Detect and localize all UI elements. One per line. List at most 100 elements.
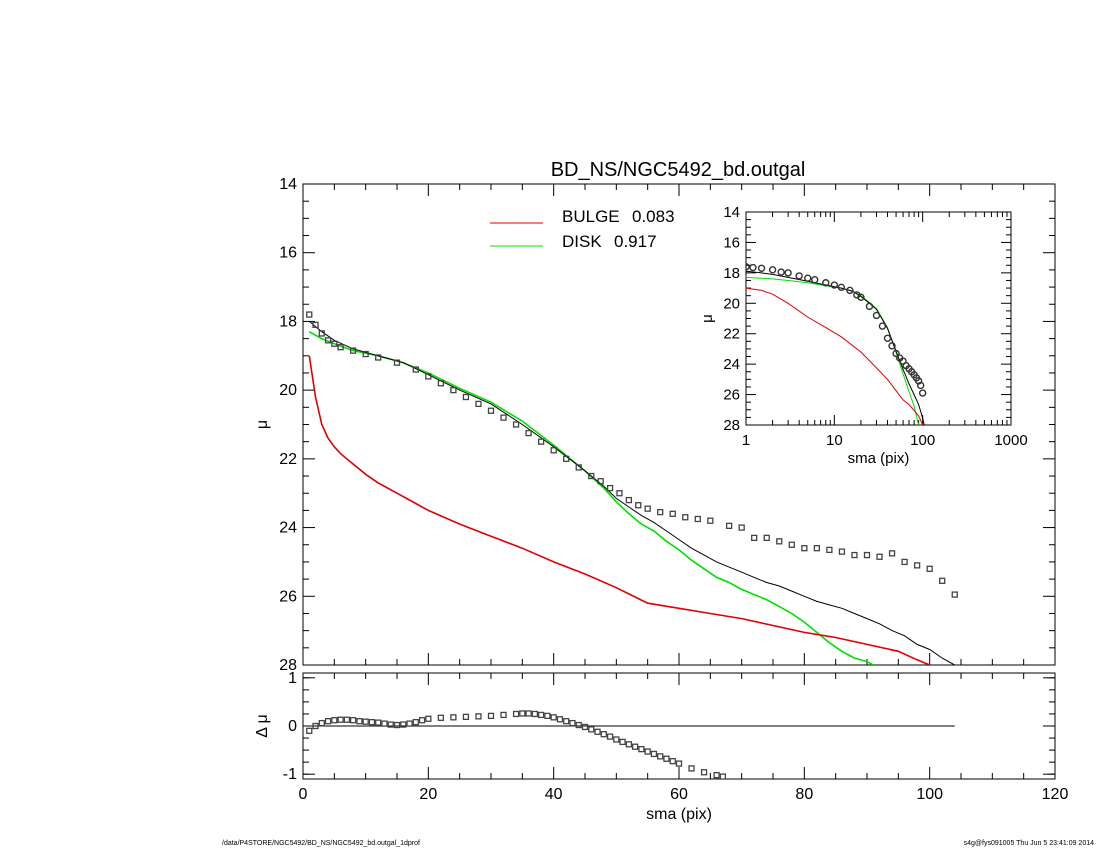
- main-data-point: [888, 550, 896, 557]
- main-data-point: [801, 545, 808, 552]
- main-data-point: [838, 548, 846, 555]
- main-data-point: [306, 311, 313, 318]
- residual-residual-point: [594, 728, 601, 735]
- residual-residual-point: [368, 718, 376, 726]
- residual-ytick-label: -1: [283, 766, 297, 783]
- inset-xtick-label: 10: [826, 432, 843, 449]
- main-series-group: [306, 311, 958, 665]
- residual-residual-point: [675, 760, 683, 767]
- residual-residual-point: [625, 741, 633, 748]
- inset-data-point: [892, 349, 900, 358]
- inset-data-point: [777, 268, 785, 276]
- residual-residual-point: [688, 765, 695, 772]
- residual-residual-point: [349, 717, 357, 724]
- residual-residual-point: [362, 718, 369, 725]
- main-data-point: [412, 366, 419, 373]
- main-data-point: [462, 393, 470, 401]
- residual-residual-point: [406, 720, 413, 727]
- residual-residual-point: [619, 738, 626, 746]
- inset-ytick-label: 22: [723, 326, 740, 343]
- residual-residual-point: [487, 712, 495, 720]
- residual-residual-point: [657, 753, 664, 760]
- inset-data-point: [837, 283, 846, 292]
- main-data-point: [669, 510, 676, 517]
- main-data-point: [487, 407, 495, 414]
- inset-data-point: [746, 263, 750, 271]
- main-data-point: [876, 553, 883, 560]
- residual-residual-point: [544, 712, 551, 720]
- residual-residual-point: [588, 726, 595, 733]
- main-data-point: [751, 534, 758, 542]
- residual-xtick-label: 80: [795, 786, 813, 803]
- inset-disk-line: [746, 276, 920, 425]
- chart-title: BD_NS/NGC5492_bd.outgal: [551, 159, 806, 181]
- main-ytick-label: 28: [279, 657, 297, 674]
- residual-residual-point: [575, 721, 582, 729]
- inset-data-point: [865, 302, 874, 311]
- main-data-point: [657, 508, 664, 516]
- residual-xtick-label: 20: [419, 786, 437, 803]
- residual-xtick-label: 60: [670, 786, 688, 803]
- inset-data-point: [749, 263, 757, 272]
- main-data-point: [707, 517, 714, 524]
- residual-residual-point: [337, 716, 344, 723]
- residual-residual-point: [475, 713, 482, 720]
- residual-residual-point: [550, 714, 557, 721]
- residual-residual-point: [644, 748, 651, 755]
- inset-series-group: [746, 263, 927, 425]
- inset-x-axis-label: sma (pix): [848, 450, 910, 467]
- main-data-point: [525, 429, 532, 437]
- main-data-point: [500, 414, 507, 421]
- inset-data-point: [916, 381, 925, 390]
- main-data-point: [550, 447, 557, 454]
- residual-residual-point: [312, 722, 319, 730]
- legend-bulge-value: 0.083: [632, 207, 675, 226]
- inset-data-point: [872, 311, 881, 320]
- residual-residual-point: [318, 719, 325, 727]
- main-y-axis-label: μ: [254, 420, 271, 429]
- residual-residual-point: [462, 713, 470, 720]
- legend: BULGE 0.083 DISK 0.917: [490, 207, 675, 251]
- residual-residual-point: [519, 710, 526, 717]
- inset-ytick-label: 20: [723, 295, 740, 312]
- main-data-point: [312, 321, 319, 329]
- main-data-point: [694, 515, 701, 523]
- residual-residual-point: [556, 716, 564, 723]
- residual-xtick-label: 100: [916, 786, 943, 803]
- main-data-point: [475, 400, 482, 408]
- main-data-point: [939, 577, 946, 584]
- residual-residual-point: [375, 719, 382, 726]
- main-data-point: [537, 438, 545, 445]
- main-data-point: [324, 337, 332, 344]
- inset-data-point: [857, 293, 865, 301]
- main-data-point: [512, 421, 520, 428]
- legend-bulge-label: BULGE: [562, 207, 620, 226]
- main-ytick-label: 14: [279, 176, 297, 193]
- main-data-point: [826, 546, 833, 554]
- residual-xtick-label: 0: [299, 786, 308, 803]
- residual-residual-point: [638, 745, 645, 753]
- residual-residual-point: [525, 710, 532, 717]
- main-data-point: [926, 565, 933, 572]
- inset-ytick-label: 18: [723, 265, 740, 282]
- inset-ytick-label: 16: [723, 234, 740, 251]
- inset-data-point: [846, 286, 854, 295]
- residual-xtick-label: 120: [1042, 786, 1069, 803]
- main-bulge-line: [308, 355, 931, 665]
- residual-residual-point: [581, 723, 589, 731]
- legend-disk-label: DISK: [562, 232, 602, 251]
- main-data-point: [337, 344, 344, 351]
- main-data-point: [863, 551, 871, 559]
- main-ytick-label: 22: [279, 451, 297, 468]
- residual-residual-point: [531, 710, 539, 718]
- residual-residual-point: [437, 714, 445, 721]
- residual-residual-point: [600, 731, 607, 738]
- main-ytick-label: 20: [279, 382, 297, 399]
- main-profile-plot: 14 16 18 20 22 24 26 28 μ: [254, 176, 1056, 674]
- main-data-point: [375, 354, 382, 361]
- residual-residual-point: [343, 716, 351, 723]
- main-data-point: [776, 538, 783, 545]
- residual-residual-point: [381, 720, 388, 727]
- inset-data-point: [804, 274, 812, 282]
- inset-ytick-label: 26: [723, 387, 740, 404]
